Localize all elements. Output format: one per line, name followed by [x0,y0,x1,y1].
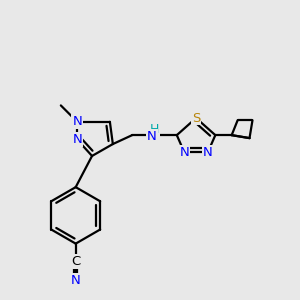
Text: N: N [203,146,213,159]
Text: N: N [72,133,82,146]
Text: S: S [192,112,200,124]
Text: N: N [179,146,189,159]
Text: C: C [71,255,80,268]
Text: H: H [150,123,159,136]
Text: N: N [72,115,82,128]
Text: N: N [147,130,157,142]
Text: N: N [71,274,81,287]
